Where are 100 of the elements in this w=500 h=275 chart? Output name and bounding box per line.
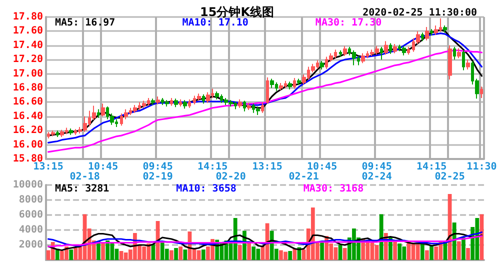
text: MA10: 17.10 [182,18,248,28]
candlestick [352,50,356,66]
y-tick-label: 4000 [18,224,43,236]
text: MA5: 16.97 [55,18,116,28]
candlestick [293,78,296,90]
x-tick-label: 10:45 [306,162,338,172]
line-series [47,232,483,252]
x-tick-label: 09:45 02-24 [362,162,392,182]
bar [201,250,206,260]
bar [398,244,402,260]
y-tick-label: 2000 [18,240,43,250]
candlestick [165,100,169,107]
y-tick-label: 17.80 [12,12,43,22]
candlestick [151,98,155,106]
candlestick [288,81,292,90]
candlestick [380,46,383,60]
y-tick-label: 8000 [18,194,43,206]
bar [425,250,429,260]
candlestick [425,26,429,41]
candlestick [156,96,160,105]
x-tick-label: 11:30 [466,162,497,172]
x-tick-label: 14:15 [416,162,447,172]
candlestick [179,98,182,107]
candlestick [133,104,137,114]
text: MA5: 3281 [55,184,110,194]
candlestick [142,100,146,108]
bar [238,245,242,260]
y-tick-label: 17.60 [12,26,43,37]
bar [288,251,292,260]
chart-subtitle: 2020-02-25 11:30:00 [362,8,477,18]
candlestick [462,50,465,71]
candlestick [183,100,187,110]
bar [452,222,456,260]
y-tick-label: 17.20 [12,54,43,66]
text: MA30: 17.30 [315,18,382,28]
bar [292,248,297,260]
bar [374,245,379,260]
x-tick-label: 13:15 [33,162,64,172]
candlestick [448,44,452,80]
y-tick-label: 16.40 [12,110,43,122]
candlestick [51,130,55,137]
candlestick [247,102,251,111]
y-tick-label: 16.60 [12,96,43,108]
candlestick [266,76,269,104]
candlestick [297,78,301,86]
candlestick [320,60,324,70]
bar [174,248,178,260]
bar [101,244,105,260]
bar [456,241,461,260]
candlestick [343,46,347,57]
candlestick [56,130,59,138]
y-tick-label: 16.00 [12,139,43,150]
candlestick [407,46,410,56]
candlestick [261,102,264,114]
line-series [47,50,483,153]
bar [430,245,434,260]
x-tick-label: 10:45 [88,162,118,172]
bar [252,246,256,260]
bar [342,248,347,260]
chart-title: 15分钟K线图 [200,5,274,19]
candlestick [101,103,105,117]
candlestick [188,98,191,108]
x-tick-label: 13:15 [252,162,282,172]
candlestick [339,50,342,58]
candlestick [174,98,178,108]
candlestick [430,28,433,36]
candlestick [215,91,219,100]
candlestick [238,98,242,108]
bar [416,244,420,260]
candlestick [256,106,260,116]
text: MA10: 3658 [176,184,236,194]
bar [379,214,384,260]
candlestick [243,100,246,112]
candlestick [69,128,73,136]
bar [196,250,201,260]
bar [466,248,470,260]
bar [106,240,110,260]
bar [338,245,342,260]
candlestick [170,97,173,106]
y-tick-label: 10000 [12,180,43,190]
candlestick [97,108,100,118]
y-tick-label: 6000 [18,210,43,220]
candlestick [279,82,283,91]
candlestick [457,48,461,59]
x-tick-label: 02-20 [216,172,246,182]
x-tick-label: 02-21 [288,172,319,182]
bar [178,246,183,260]
candlestick [206,92,210,104]
candlestick [466,59,470,70]
candlestick [389,42,392,54]
text: MA30: 3168 [303,184,364,194]
bar [462,238,466,260]
candlestick [402,46,406,56]
y-tick-label: 17.00 [12,68,43,80]
x-tick-label: 09:45 02-19 [142,162,173,182]
candlestick [384,40,388,56]
y-tick-label: 16.20 [12,125,43,136]
candlestick [453,46,456,60]
bar [69,250,74,260]
candlestick [202,94,205,104]
